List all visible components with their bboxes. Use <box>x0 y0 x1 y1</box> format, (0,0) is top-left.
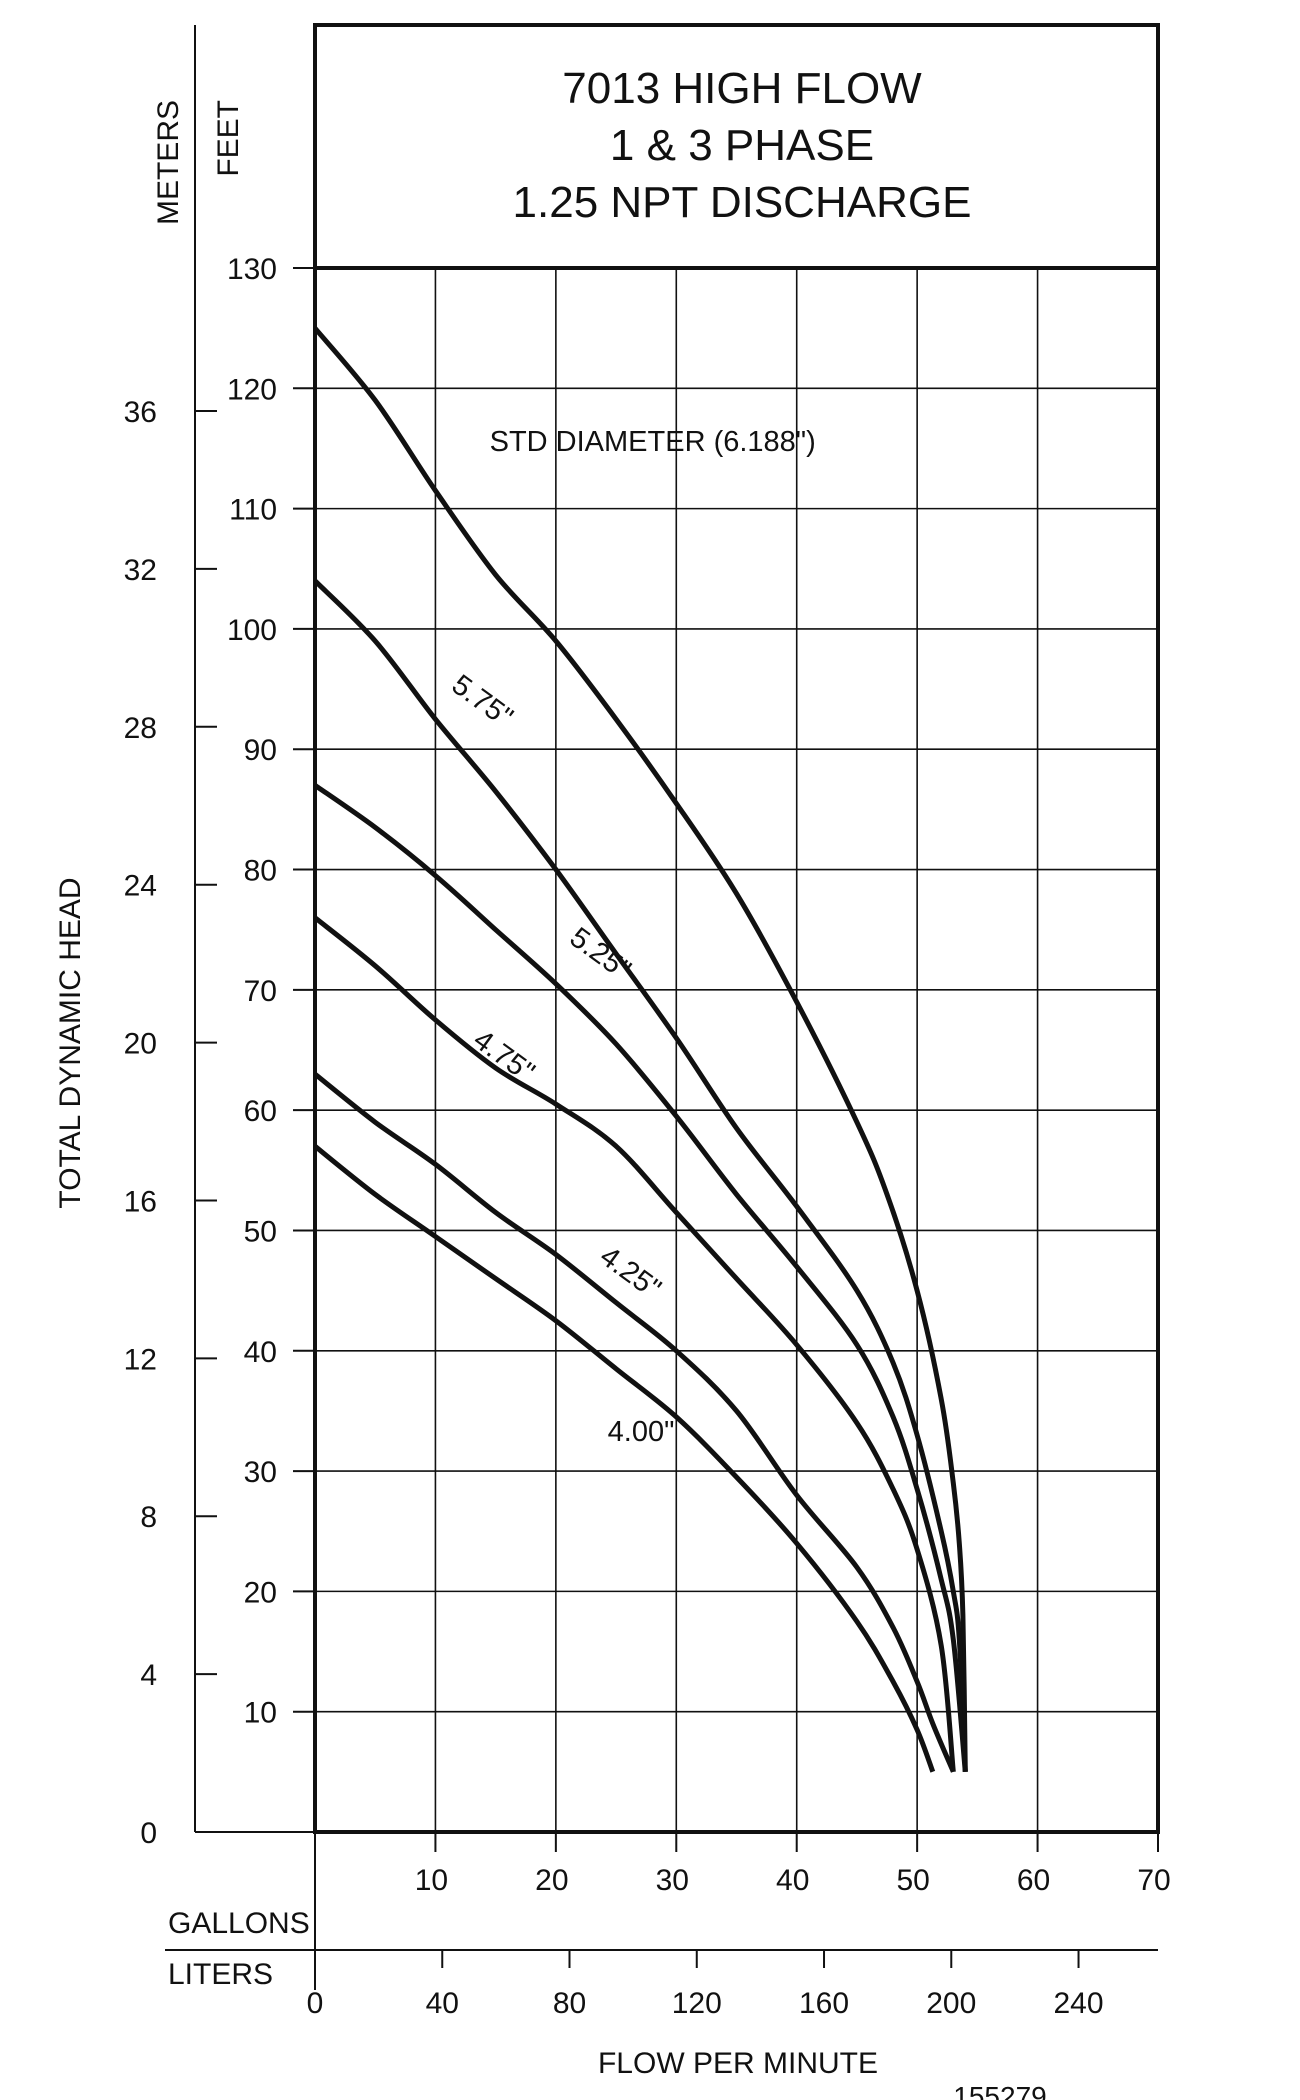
gallons-tick-label: 40 <box>776 1864 809 1897</box>
performance-curves <box>313 326 968 1773</box>
meters-tick-label: 4 <box>140 1659 157 1692</box>
feet-tick-label: 100 <box>227 614 277 647</box>
liters-unit-label: LITERS <box>168 1958 273 1991</box>
gallons-tick-label: 60 <box>1017 1864 1050 1897</box>
feet-tick-label: 20 <box>244 1576 277 1609</box>
meters-tick-label: 24 <box>124 870 157 903</box>
feet-tick-label: 60 <box>244 1095 277 1128</box>
meters-tick-label: 12 <box>124 1343 157 1376</box>
feet-tick-label: 90 <box>244 734 277 767</box>
meters-unit-label: METERS <box>152 100 185 225</box>
feet-tick-label: 70 <box>244 975 277 1008</box>
gallons-tick-label: 10 <box>415 1864 448 1897</box>
liters-tick-label: 120 <box>672 1987 722 2020</box>
gallons-unit-label: GALLONS <box>168 1907 310 1940</box>
liters-tick-label: 40 <box>426 1987 459 2020</box>
feet-tick-label: 50 <box>244 1215 277 1248</box>
meters-tick-label: 28 <box>124 712 157 745</box>
meters-tick-label: 0 <box>140 1817 157 1850</box>
figure-id: 155279 <box>953 2081 1046 2100</box>
gallons-tick-label: 30 <box>656 1864 689 1897</box>
chart-title-line-3: 1.25 NPT DISCHARGE <box>513 178 972 227</box>
curve-label-series-3: 4.75" <box>467 1024 540 1089</box>
axes <box>165 23 1160 1990</box>
feet-tick-label: 30 <box>244 1456 277 1489</box>
chart-title-line-1: 7013 HIGH FLOW <box>562 64 922 113</box>
liters-tick-label: 200 <box>926 1987 976 2020</box>
gallons-tick-label: 70 <box>1137 1864 1170 1897</box>
curve-series-1 <box>313 579 968 1772</box>
liters-tick-label: 80 <box>553 1987 586 2020</box>
meters-tick-label: 36 <box>124 396 157 429</box>
curve-series-3 <box>313 915 956 1773</box>
meters-tick-label: 16 <box>124 1185 157 1218</box>
feet-tick-label: 110 <box>229 494 277 527</box>
x-axis-title: FLOW PER MINUTE <box>598 2047 878 2080</box>
feet-tick-label: 40 <box>244 1336 277 1369</box>
meters-tick-label: 32 <box>124 554 157 587</box>
feet-tick-label: 130 <box>227 253 277 286</box>
feet-unit-label: FEET <box>212 100 245 177</box>
tick-labels: 1020304050607080901001101201300481216202… <box>124 253 1171 2020</box>
curve-label-series-1: 5.75" <box>446 669 519 734</box>
chart-title: 7013 HIGH FLOW 1 & 3 PHASE 1.25 NPT DISC… <box>513 64 972 227</box>
gallons-tick-label: 50 <box>896 1864 929 1897</box>
curve-series-4 <box>313 1072 956 1773</box>
feet-tick-label: 120 <box>227 373 277 406</box>
curve-series-2 <box>313 783 968 1773</box>
curve-series-5 <box>313 1144 936 1773</box>
chart-title-line-2: 1 & 3 PHASE <box>610 121 874 170</box>
meters-tick-label: 20 <box>124 1028 157 1061</box>
grid-lines <box>315 268 1158 1832</box>
liters-tick-label: 0 <box>307 1987 324 2020</box>
curve-label-series-0: STD DIAMETER (6.188") <box>490 426 816 458</box>
liters-tick-label: 160 <box>799 1987 849 2020</box>
plot-frame <box>313 23 1160 1834</box>
feet-tick-label: 80 <box>244 855 277 888</box>
curve-label-series-5: 4.00" <box>608 1416 675 1448</box>
meters-tick-label: 8 <box>140 1501 157 1534</box>
gallons-tick-label: 20 <box>535 1864 568 1897</box>
feet-tick-label: 10 <box>244 1697 277 1730</box>
liters-tick-label: 240 <box>1054 1987 1104 2020</box>
y-axis-title: TOTAL DYNAMIC HEAD <box>54 877 87 1208</box>
curve-series-0 <box>313 326 968 1772</box>
